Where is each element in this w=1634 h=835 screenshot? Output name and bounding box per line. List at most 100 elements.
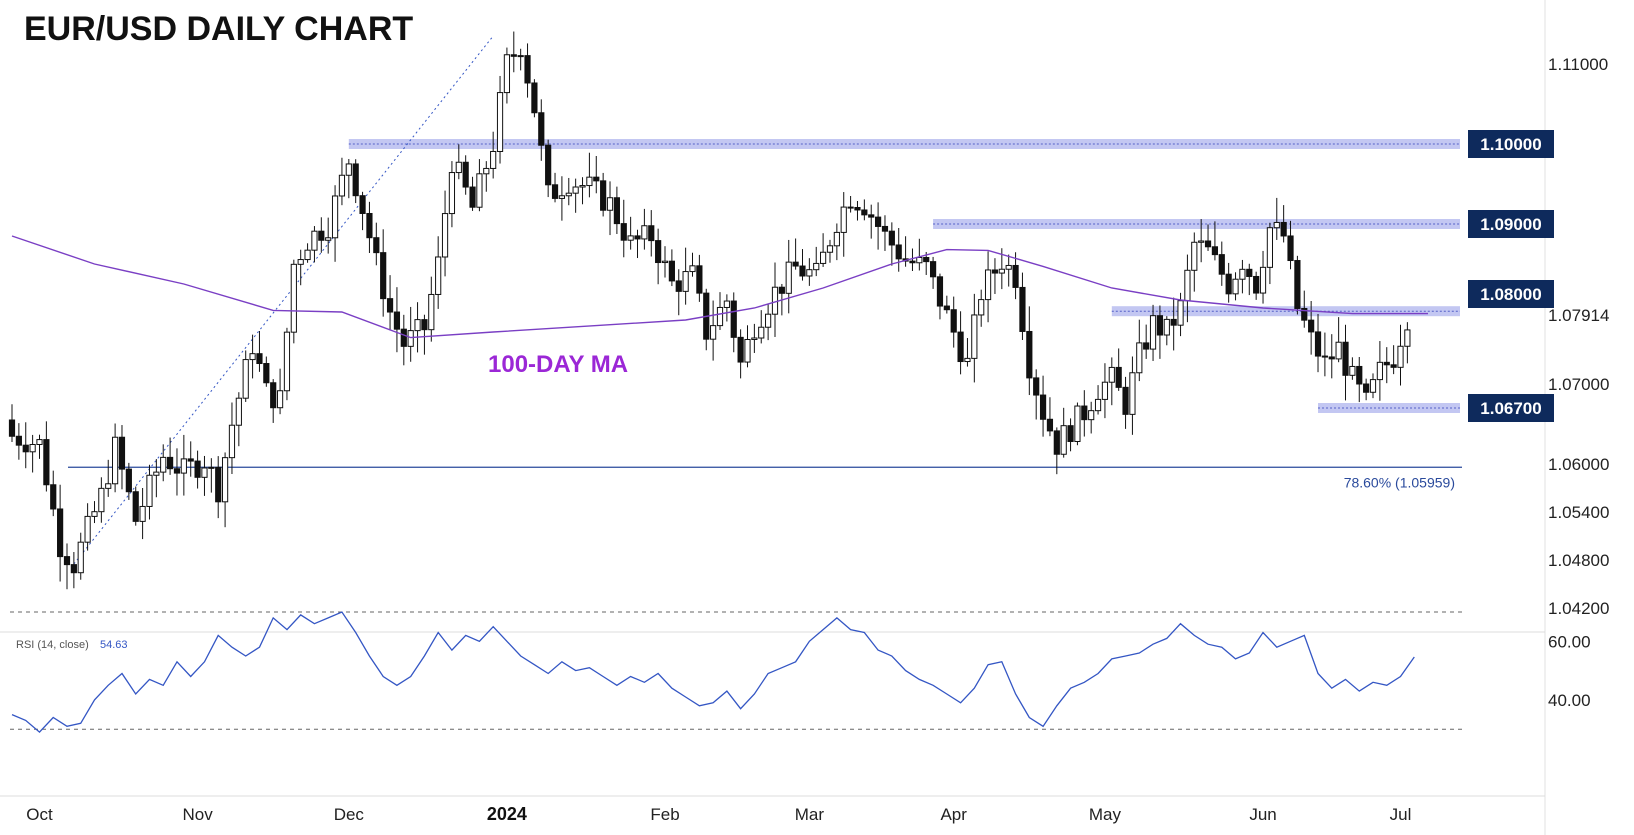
candle (641, 208, 648, 250)
time-tick-label: Dec (334, 805, 365, 824)
candle (730, 292, 737, 353)
candle (1204, 224, 1212, 251)
chart-title: EUR/USD DAILY CHART (24, 10, 413, 48)
candle (1314, 313, 1322, 373)
candle (490, 131, 497, 179)
candle (173, 448, 181, 496)
level-badge: 1.10000 (1468, 130, 1554, 158)
candle (895, 228, 902, 272)
candle (1328, 334, 1335, 379)
candle (1363, 378, 1370, 401)
candle (359, 191, 366, 231)
candle (1039, 375, 1047, 437)
candle (98, 477, 105, 523)
candle (373, 222, 380, 266)
candle (675, 269, 682, 316)
level-band (1318, 403, 1460, 413)
level-badges: 1.10000 1.09000 1.08000 1.07914 1.06700 (1468, 130, 1609, 422)
candle (668, 249, 675, 287)
candle (1081, 390, 1088, 437)
candle (538, 99, 545, 161)
candle (125, 462, 132, 500)
price-tick-label: 1.06000 (1548, 455, 1609, 474)
time-tick-label: Apr (940, 805, 967, 824)
candle (792, 238, 799, 270)
time-axis-labels: Oct Nov Dec 2024 Feb Mar Apr May Jun Jul (26, 804, 1411, 824)
candle (1094, 385, 1102, 415)
candle (407, 306, 414, 362)
candle (1218, 241, 1225, 286)
candle (118, 425, 126, 490)
candle (716, 292, 724, 331)
candle (1273, 197, 1280, 240)
moving-average-label: 100-DAY MA (488, 351, 628, 378)
level-band (1111, 306, 1460, 317)
time-tick-label: 2024 (487, 804, 527, 824)
candle (22, 422, 29, 469)
candle (655, 228, 662, 285)
moving-average-line (11, 235, 1428, 339)
candle (1115, 348, 1122, 391)
candle (1163, 316, 1170, 346)
candle (194, 450, 201, 489)
candle (517, 48, 524, 71)
candle (950, 296, 957, 348)
candle (428, 276, 435, 342)
candle (469, 176, 476, 211)
candle (572, 178, 579, 213)
candle (235, 392, 242, 447)
candle (689, 252, 696, 277)
candle (627, 216, 634, 250)
candle (77, 532, 84, 580)
time-tick-label: Oct (26, 805, 53, 824)
candle (325, 217, 332, 254)
candle (352, 159, 359, 204)
candle (1108, 357, 1115, 406)
candle (820, 233, 827, 267)
candle (634, 229, 641, 259)
candle (744, 325, 751, 368)
candle (297, 249, 304, 286)
candle (1321, 332, 1328, 377)
candle (1266, 222, 1274, 285)
candle (1136, 319, 1143, 382)
candle (1088, 401, 1095, 434)
candle (1170, 297, 1177, 351)
candle (785, 239, 792, 314)
candle (483, 161, 490, 192)
candle (1308, 300, 1315, 355)
candle (215, 456, 222, 519)
level-badge-text: 1.06700 (1480, 399, 1541, 418)
candle (1390, 345, 1397, 375)
candle (132, 486, 139, 526)
candle (462, 155, 469, 195)
candle (1026, 306, 1033, 396)
candle (881, 215, 889, 251)
candle (29, 434, 36, 473)
candle (318, 217, 325, 253)
candle (36, 434, 43, 459)
candle (923, 251, 930, 275)
level-badge-text: 1.09000 (1480, 215, 1541, 234)
candle (1397, 324, 1404, 386)
candle (1101, 363, 1109, 419)
candle (799, 249, 806, 281)
candle (565, 177, 572, 206)
candle (765, 304, 772, 341)
candlesticks (8, 31, 1411, 590)
candle (1053, 427, 1060, 475)
fibonacci-label: 78.60% (1.05959) (1344, 474, 1455, 490)
candle (270, 379, 277, 423)
trend-line (73, 35, 494, 565)
price-axis-ticks: 1.11000 1.07000 1.06000 1.05400 1.04800 1.042… (1548, 55, 1609, 618)
candle (710, 300, 717, 361)
candle (435, 236, 442, 309)
candle (978, 289, 985, 327)
candle (1376, 341, 1383, 401)
candle (1191, 232, 1198, 292)
candle (682, 247, 689, 305)
price-tick-label: 1.04200 (1548, 599, 1609, 618)
candle (421, 314, 428, 355)
candle (249, 334, 256, 379)
